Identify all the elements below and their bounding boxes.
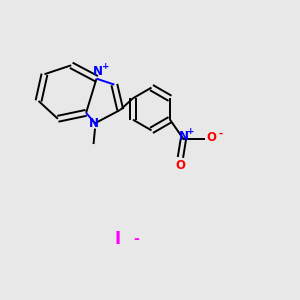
Text: +: + <box>102 62 110 71</box>
Text: N: N <box>93 65 103 78</box>
Text: +: + <box>187 128 195 136</box>
Text: N: N <box>88 117 98 130</box>
Text: -: - <box>218 129 222 139</box>
Text: O: O <box>206 131 216 144</box>
Text: -: - <box>134 232 140 246</box>
Text: O: O <box>176 159 185 172</box>
Text: I: I <box>114 230 120 248</box>
Text: N: N <box>179 130 189 143</box>
